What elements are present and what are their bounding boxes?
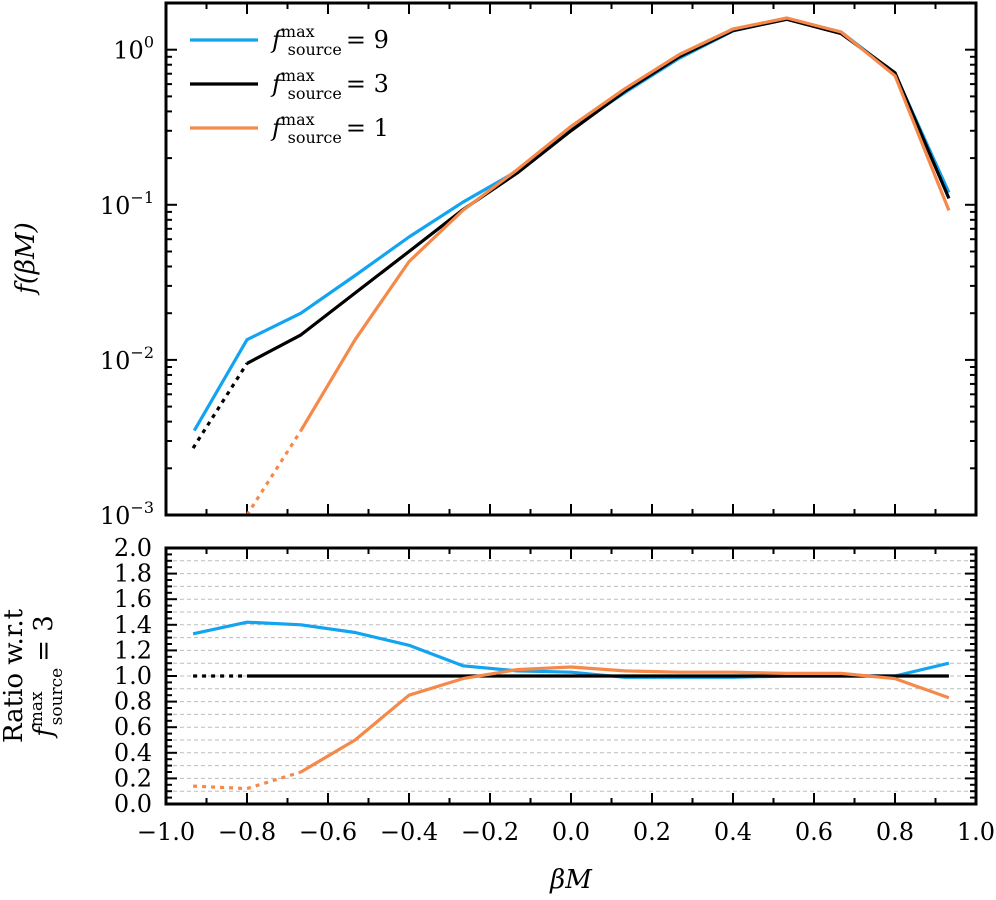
bottom-xtick-labels: −1.0 −0.8 −0.6 −0.4 −0.2 0.0 0.2 0.4 0.6 0.8 1.0	[137, 818, 995, 846]
bottom-ytick-label: 0.6	[114, 713, 152, 741]
bottom-ylabel-line1: Ratio w.r.t	[0, 608, 29, 743]
legend: fmax source = 9 fmax source = 3 fmax source = 1	[190, 22, 389, 147]
bottom-ytick-label: 1.8	[114, 560, 152, 588]
bottom-series	[192, 620, 950, 791]
legend-label-sub: source	[288, 84, 342, 103]
top-ytick-label-base: 10	[100, 347, 131, 375]
top-ytick-label-exp: 0	[144, 33, 154, 52]
top-series-2-dotted-line	[245, 429, 303, 516]
bottom-xtick-label: 1.0	[957, 818, 995, 846]
bottom-ytick-label: 0.0	[114, 790, 152, 818]
top-ytick-label: 10−1	[100, 188, 154, 220]
bottom-ytick-label: 0.4	[114, 739, 152, 767]
top-ytick-label-base: 10	[100, 502, 131, 530]
bottom-ytick-label: 2.0	[114, 534, 152, 562]
legend-label: fmax source = 1	[270, 110, 389, 147]
bottom-ylabel-eq: = 3	[29, 615, 59, 662]
bottom-xtick-label: 0.8	[876, 818, 914, 846]
bottom-xtick-label: 0.6	[795, 818, 833, 846]
bottom-ytick-label: 0.2	[114, 764, 152, 792]
legend-label-eq: = 9	[346, 26, 389, 54]
legend-label: fmax source = 3	[270, 66, 389, 103]
legend-label-sup: max	[281, 110, 315, 129]
top-ytick-label-exp: −1	[130, 188, 154, 207]
bottom-panel-frame	[164, 546, 978, 806]
bottom-xtick-label: 0.4	[714, 818, 752, 846]
bottom-ylabel-sub: source	[47, 668, 67, 726]
bottom-xtick-label: −1.0	[137, 818, 195, 846]
top-ytick-label: 100	[113, 33, 154, 65]
top-ytick-label-base: 10	[113, 37, 144, 65]
legend-label-sup: max	[281, 22, 315, 41]
bottom-series-2-dotted-line	[193, 770, 302, 791]
bottom-ytick-label: 1.6	[114, 585, 152, 613]
bottom-ytick-label: 1.0	[114, 662, 152, 690]
top-ticks	[165, 2, 977, 516]
bottom-ylabel: Ratio w.r.t fmaxsource= 3	[0, 608, 67, 743]
legend-label-sub: source	[288, 40, 342, 59]
bottom-ytick-label: 1.2	[114, 636, 152, 664]
bottom-xtick-label: −0.2	[461, 818, 519, 846]
legend-label-sup: max	[281, 66, 315, 85]
bottom-xtick-label: −0.6	[299, 818, 357, 846]
bottom-ytick-label: 1.4	[114, 611, 152, 639]
bottom-xtick-label: −0.8	[218, 818, 276, 846]
bottom-series-0-line	[192, 620, 950, 679]
top-ytick-label-base: 10	[100, 192, 131, 220]
bottom-xlabel: βM	[549, 865, 593, 895]
bottom-xtick-label: 0.0	[552, 818, 590, 846]
bottom-ytick-label: 0.8	[114, 688, 152, 716]
bottom-ylabel-line2: fmaxsource= 3	[27, 615, 67, 739]
top-series-1-dotted-line	[191, 362, 249, 449]
top-series	[191, 16, 951, 516]
legend-label-eq: = 3	[346, 70, 389, 98]
bottom-series-2-line	[300, 665, 950, 774]
top-series-2-line	[299, 16, 951, 432]
top-ytick-label-exp: −3	[130, 498, 154, 517]
bottom-ylabel-sup: max	[27, 691, 47, 727]
top-ylabel: f(βM)	[11, 222, 41, 296]
top-ytick-label: 10−3	[100, 498, 154, 530]
bottom-panel: 0.00.20.40.60.81.01.21.41.61.82.0 −1.0 −0…	[0, 534, 995, 895]
bottom-xtick-label: 0.2	[633, 818, 671, 846]
top-panel-frame	[164, 1, 978, 517]
legend-label-sub: source	[288, 128, 342, 147]
legend-label-eq: = 1	[346, 114, 389, 142]
bottom-xtick-label: −0.4	[380, 818, 438, 846]
top-ytick-label: 10−2	[100, 343, 154, 375]
legend-label: fmax source = 9	[270, 22, 389, 59]
bottom-ytick-labels: 0.00.20.40.60.81.01.21.41.61.82.0	[114, 534, 152, 818]
top-ytick-label-exp: −2	[130, 343, 154, 362]
